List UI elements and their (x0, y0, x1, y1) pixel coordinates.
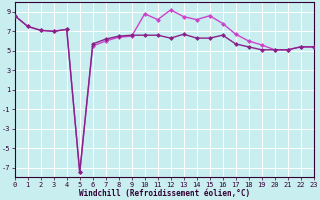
X-axis label: Windchill (Refroidissement éolien,°C): Windchill (Refroidissement éolien,°C) (79, 189, 250, 198)
